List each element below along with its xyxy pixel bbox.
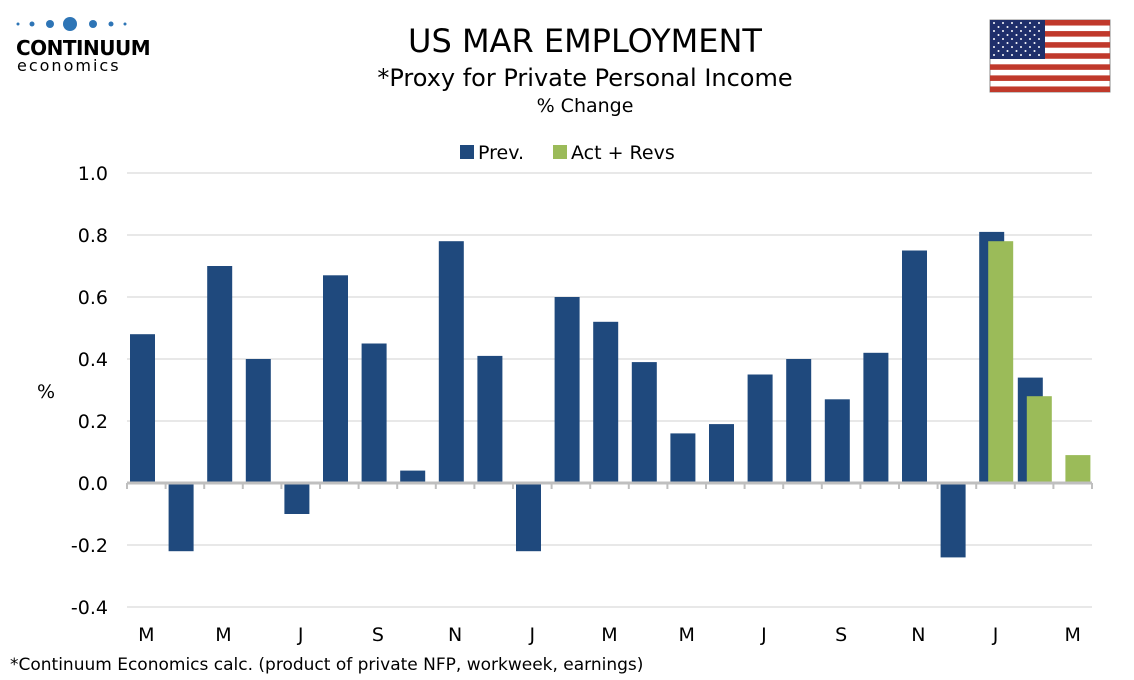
- legend-label-act: Act + Revs: [571, 142, 675, 164]
- y-tick-label: 0.2: [78, 411, 108, 433]
- legend-swatch-act: [553, 145, 567, 159]
- bar-prev-2: [207, 266, 233, 483]
- y-tick-label: 1.0: [78, 163, 108, 185]
- x-tick-label: M: [215, 624, 231, 646]
- y-tick-label: 0.4: [78, 349, 108, 371]
- chart-subtitle-2: % Change: [537, 95, 634, 117]
- logo: CONTINUUM economics: [16, 17, 151, 75]
- bar-prev-15: [709, 424, 734, 483]
- y-axis-label: %: [37, 381, 55, 403]
- y-tick-label: -0.2: [71, 535, 108, 557]
- bar-prev-14: [670, 433, 696, 483]
- logo-name: CONTINUUM: [16, 36, 150, 60]
- bar-prev-1: [168, 483, 194, 552]
- x-tick-label: J: [760, 624, 767, 646]
- bar-prev-13: [631, 362, 657, 483]
- legend-label-prev: Prev.: [478, 142, 524, 164]
- y-tick-label: 0.6: [78, 287, 108, 309]
- bar-act-23: [1026, 396, 1052, 483]
- bar-prev-10: [516, 483, 541, 552]
- bar-prev-18: [824, 399, 850, 483]
- chart-subtitle: *Proxy for Private Personal Income: [377, 64, 792, 92]
- x-tick-label: J: [528, 624, 535, 646]
- y-tick-label: -0.4: [71, 597, 108, 619]
- bar-prev-4: [284, 483, 310, 514]
- bar-prev-12: [593, 321, 619, 483]
- x-tick-label: M: [601, 624, 617, 646]
- x-tick-label: J: [992, 624, 999, 646]
- bar-prev-7: [400, 470, 426, 483]
- x-tick-label: J: [297, 624, 304, 646]
- bar-prev-3: [245, 359, 271, 483]
- bar-prev-9: [477, 355, 503, 483]
- bar-prev-21: [940, 483, 966, 558]
- bar-prev-20: [902, 250, 927, 483]
- bar-prev-11: [554, 297, 580, 483]
- bar-act-24: [1065, 455, 1091, 483]
- bar-prev-8: [438, 241, 464, 483]
- y-tick-label: 0.0: [78, 473, 108, 495]
- bar-prev-17: [786, 359, 812, 483]
- x-tick-label: M: [678, 624, 694, 646]
- footnote: *Continuum Economics calc. (product of p…: [10, 655, 643, 675]
- bar-prev-19: [863, 352, 889, 483]
- bar-prev-6: [361, 343, 387, 483]
- logo-tagline: economics: [17, 56, 121, 75]
- bar-prev-16: [747, 374, 773, 483]
- chart-title: US MAR EMPLOYMENT: [408, 22, 762, 60]
- bar-prev-5: [323, 275, 348, 483]
- logo-dots-icon: [16, 17, 127, 31]
- x-tick-label: N: [911, 624, 925, 646]
- legend: Prev. Act + Revs: [460, 142, 675, 164]
- bar-act-22: [988, 241, 1014, 483]
- x-tick-label: M: [138, 624, 154, 646]
- y-tick-label: 0.8: [78, 225, 108, 247]
- x-tick-label: S: [372, 624, 384, 646]
- x-tick-label: S: [835, 624, 847, 646]
- us-flag-icon: [989, 19, 1111, 93]
- legend-swatch-prev: [460, 145, 474, 159]
- bar-prev-0: [130, 334, 155, 483]
- x-tick-label: N: [448, 624, 462, 646]
- x-tick-label: M: [1064, 624, 1080, 646]
